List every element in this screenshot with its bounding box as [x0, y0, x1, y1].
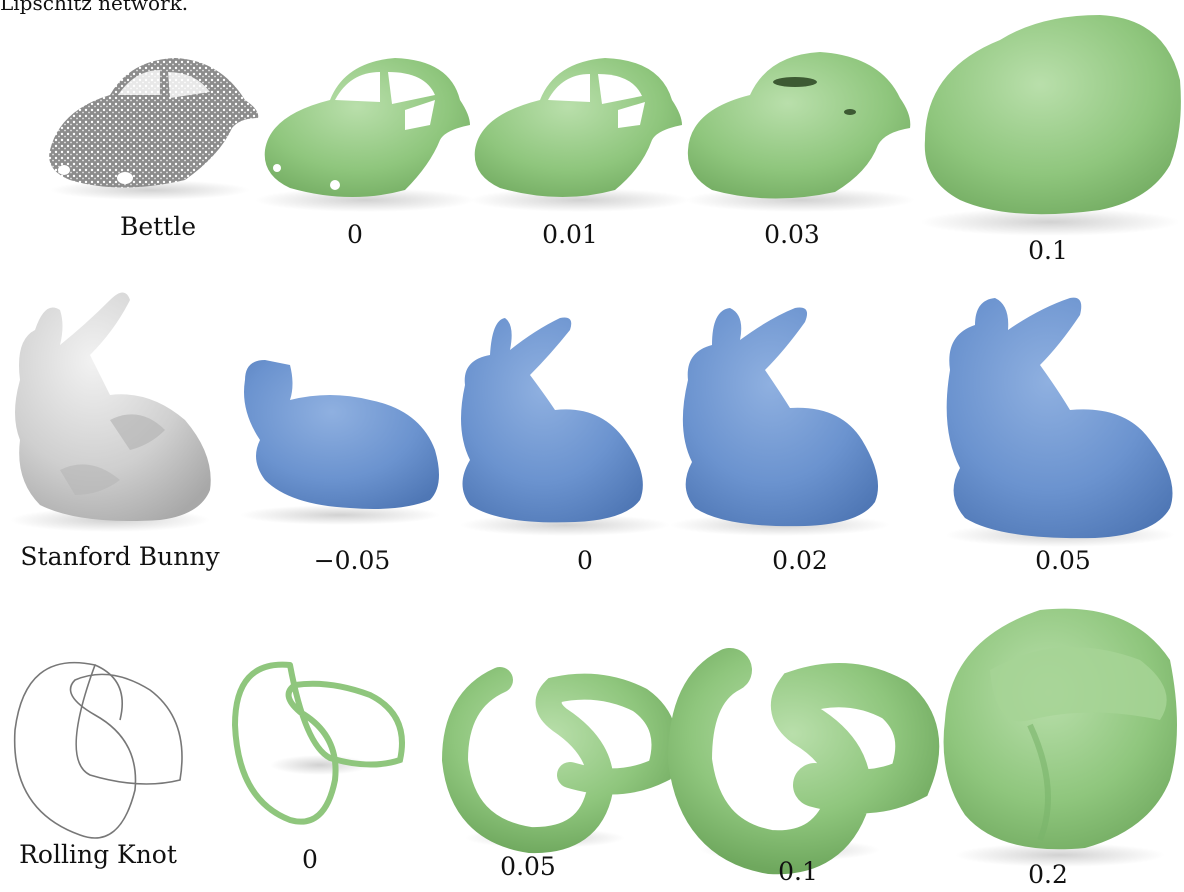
offset-label: 0.1 [778, 857, 818, 886]
beetle-offset-0.01 [470, 58, 690, 212]
offset-label: −0.05 [313, 546, 391, 575]
offset-label: 0.02 [772, 546, 828, 575]
offset-label: 0.05 [500, 852, 556, 881]
bunny-offset-0.05 [945, 297, 1175, 547]
offset-label: 0 [347, 220, 363, 249]
caption-fragment: Lipschitz network. [0, 0, 189, 15]
row-label-beetle: Bettle [119, 212, 197, 241]
beetle-point-cloud [49, 58, 259, 200]
offset-label: 0.05 [1035, 546, 1091, 575]
beetle-offset-0.03 [685, 52, 915, 212]
offset-label: 0 [302, 845, 318, 874]
beetle-offset-0 [255, 58, 475, 212]
bunny-offset-0.02 [670, 307, 890, 536]
offset-label: 0.01 [542, 220, 598, 249]
knot-offset-0.05 [441, 667, 678, 854]
knot-offset-0.1 [667, 648, 940, 875]
row-label-bunny: Stanford Bunny [20, 542, 220, 571]
bunny-offset-minus-0.05 [240, 360, 440, 525]
knot-reference-curve [13, 661, 183, 839]
knot-offset-0 [231, 661, 405, 825]
bunny-offset-0 [460, 317, 670, 536]
knot-offset-0.2 [943, 608, 1177, 867]
bunny-reference-mesh [10, 292, 211, 532]
offset-label: 0.2 [1028, 860, 1068, 889]
beetle-offset-0.1 [920, 15, 1181, 236]
offset-label: 0.1 [1028, 236, 1068, 265]
row-label-knot: Rolling Knot [19, 840, 177, 869]
offset-label: 0.03 [764, 220, 820, 249]
offset-label: 0 [577, 546, 593, 575]
